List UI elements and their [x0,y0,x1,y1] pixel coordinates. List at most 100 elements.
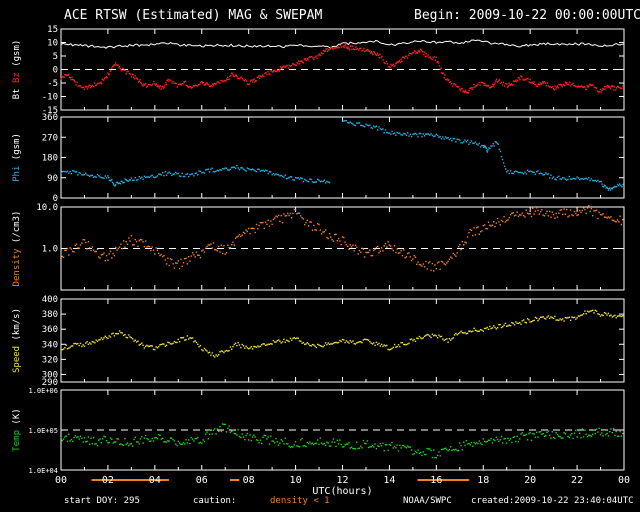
data-point [77,174,79,176]
data-point [612,85,614,87]
data-point [621,186,623,188]
data-point [118,65,121,67]
data-point [130,235,133,237]
data-point [615,221,617,223]
data-point [105,177,108,179]
data-point [124,438,126,440]
data-point [485,327,487,330]
data-point [327,342,329,344]
data-point [435,335,437,337]
data-point [62,256,65,258]
data-point [284,341,286,343]
data-point [370,126,372,129]
data-point [429,56,431,58]
data-point [541,316,543,318]
data-point [489,86,491,89]
data-point [238,78,240,80]
data-point [168,80,170,82]
data-point [164,84,166,86]
data-point [521,432,523,434]
data-point [154,253,156,255]
data-point [550,174,552,176]
data-point [92,341,95,343]
data-point [486,326,488,329]
data-point [98,175,100,177]
data-point [581,314,583,316]
data-point [460,249,462,251]
data-point [187,85,189,88]
data-point [89,84,91,86]
data-point [579,178,581,181]
data-point [81,174,83,176]
data-point [271,223,273,225]
data-point [547,173,550,175]
data-point [223,423,225,426]
data-point [275,173,277,175]
data-point [446,262,448,264]
data-point [580,211,582,214]
data-point [444,136,447,138]
data-point [270,69,272,72]
data-point [415,52,417,55]
data-point [607,189,610,191]
data-point [545,434,547,437]
data-point [139,79,141,81]
data-point [434,456,436,459]
data-point [438,334,440,336]
data-point [573,316,576,318]
data-point [76,81,78,84]
data-point [210,354,212,356]
data-point [404,55,407,58]
data-point [289,446,292,449]
data-point [336,47,338,49]
data-point [493,145,495,147]
data-point [442,72,445,74]
data-point [417,50,419,52]
data-point [609,86,611,88]
data-point [450,83,453,85]
data-point [151,437,153,440]
data-point [103,337,105,339]
data-point [473,327,475,329]
data-point [603,429,606,431]
data-point [481,443,483,445]
data-point [495,328,497,330]
data-point [344,241,346,243]
data-point [407,445,409,447]
data-point [113,441,116,443]
data-point [220,244,222,246]
data-point [221,80,223,82]
data-point [186,442,189,444]
data-point [521,172,523,174]
data-point [197,254,199,256]
data-point [335,46,337,49]
data-point [449,81,452,83]
data-point [549,434,551,436]
data-point [203,251,206,253]
data-point [326,180,328,183]
data-point [528,81,530,83]
data-point [483,84,485,86]
data-point [470,87,473,89]
data-point [490,145,492,147]
data-point [292,63,295,65]
data-point [434,59,436,61]
data-point [400,134,402,136]
data-point [208,244,211,246]
data-point [256,76,258,78]
data-point [379,250,381,252]
data-point [551,177,553,179]
data-point [463,141,465,143]
data-point [447,341,449,343]
data-point [569,319,572,321]
data-point [370,446,372,448]
data-point [189,173,191,176]
data-point [101,83,103,85]
data-point [500,326,503,329]
data-point [75,436,78,439]
data-point [337,46,339,48]
data-point [555,432,557,434]
y-tick-label-temp: 1.0E+05 [28,427,58,435]
data-point [264,344,267,346]
data-point [382,442,384,444]
